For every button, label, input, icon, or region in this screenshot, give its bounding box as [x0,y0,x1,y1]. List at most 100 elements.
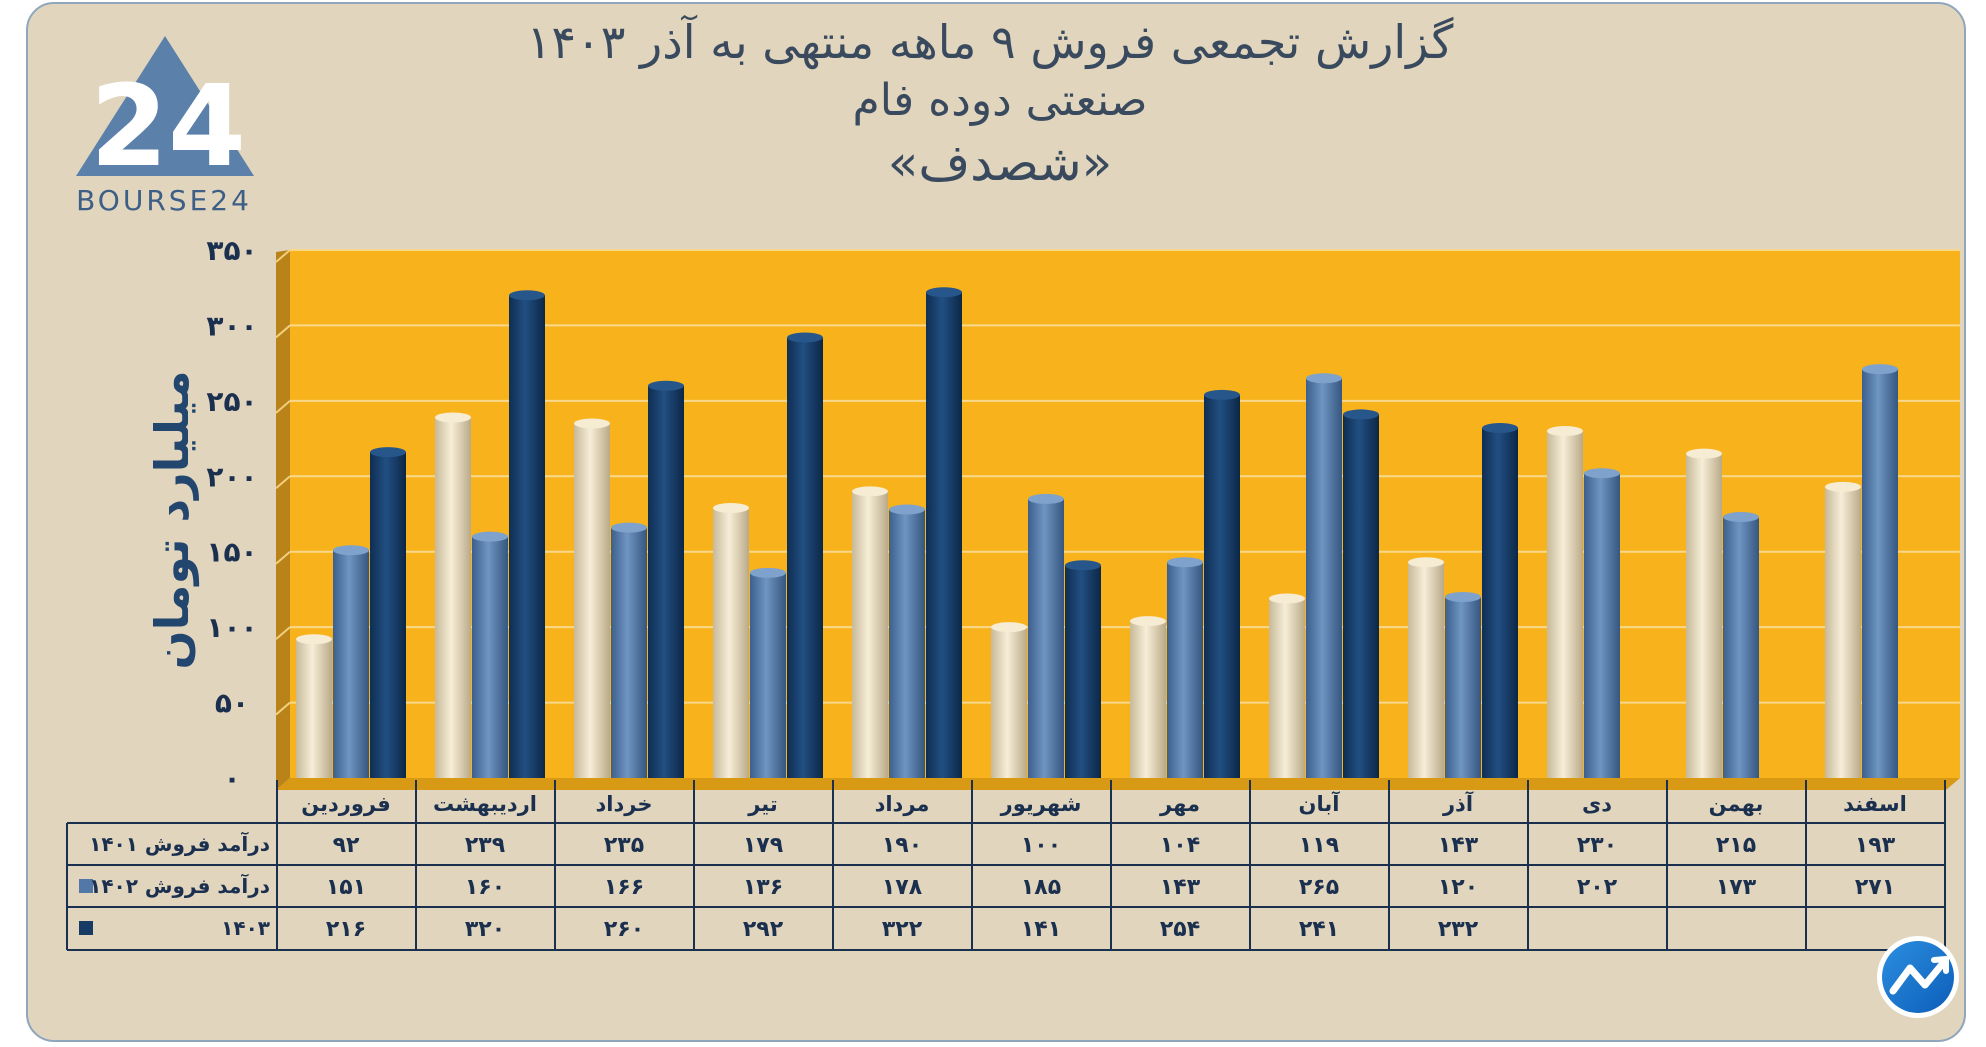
x-tick-label: خرداد [596,792,653,816]
bar-cap [1065,560,1101,571]
data-label: ۱۴۱ [1021,917,1061,942]
y-tick-label: ۳۵۰ [206,234,257,267]
bar-cap [1269,593,1305,604]
bar-cap [611,522,647,533]
bar [1482,423,1518,778]
bar-body [435,417,471,778]
chart-title: گزارش تجمعی فروش ۹ ماهه منتهی به آذر ۱۴۰… [527,15,1454,70]
x-tick-label: تیر [747,792,778,816]
bar [926,287,962,778]
bar [713,502,749,778]
bar-body [472,536,508,778]
x-tick-label: شهریور [1000,792,1082,816]
bar-body [1269,598,1305,778]
bar-cap [713,502,749,513]
bar-body [787,337,823,778]
bar-cap [1306,373,1342,384]
legend-label: درآمد فروش ۱۴۰۲ [89,873,270,898]
bar [1584,468,1620,778]
bar [750,567,786,778]
y-tick-label: ۰ [223,762,240,795]
bar-cap [296,634,332,645]
bar-body [1408,562,1444,778]
data-label: ۱۰۴ [1160,833,1200,858]
bar-body [1167,562,1203,778]
bar-body [926,292,962,778]
bar-body [648,385,684,778]
bar [1686,448,1722,778]
bar-cap [787,332,823,343]
bar [1547,426,1583,778]
data-label: ۱۶۰ [465,875,505,900]
data-label: ۱۱۹ [1299,833,1339,858]
legend-swatch [79,879,93,893]
gridline-side [275,249,291,263]
bar-cap [648,380,684,391]
bar [611,522,647,778]
gridline-side [275,550,291,565]
bar-cap [333,545,369,556]
bourse24-logo: 24 BOURSE24 [76,36,254,217]
data-label: ۱۴۳ [1438,833,1479,858]
bar-cap [750,567,786,578]
bar-body [296,639,332,778]
bar-body [1306,378,1342,778]
bar [296,634,332,778]
data-label: ۱۵۱ [326,875,366,900]
data-label: ۱۷۸ [882,875,923,900]
bar-body [1482,428,1518,778]
bar-cap [1547,426,1583,437]
data-label: ۲۶۵ [1299,875,1339,900]
data-label: ۱۲۰ [1438,875,1478,900]
bar-cap [509,290,545,301]
bar-cap [1028,493,1064,504]
bar-cap [991,622,1027,633]
bar-cap [1723,512,1759,523]
bar-cap [1584,468,1620,479]
x-tick-label: اردیبهشت [433,792,537,816]
bar-body [852,491,888,778]
y-tick-label: ۲۵۰ [206,385,257,418]
data-label: ۲۳۰ [1577,833,1617,858]
bar [370,447,406,778]
bar-cap [1482,423,1518,434]
bar [574,418,610,778]
data-label: ۱۹۳ [1855,833,1896,858]
data-label: ۱۳۶ [743,875,783,900]
bar [509,290,545,778]
bar-body [991,627,1027,778]
bar [1269,593,1305,778]
bar [1065,560,1101,778]
bar [1825,481,1861,778]
bar-cap [435,412,471,423]
gridline-side [275,324,291,339]
bar-cap [1825,481,1861,492]
bar-cap [852,486,888,497]
data-label: ۱۷۹ [743,833,783,858]
data-label: ۱۴۳ [1160,875,1201,900]
bar-body [611,527,647,778]
bar-body [1584,473,1620,778]
logo-text: BOURSE24 [76,184,252,217]
bar-cap [1167,557,1203,568]
bars [296,287,1898,778]
y-tick-label: ۱۵۰ [206,536,257,569]
plot-floor [276,778,1960,790]
x-tick-label: مرداد [875,792,930,816]
data-label: ۱۷۳ [1716,875,1757,900]
data-label: ۱۸۵ [1021,875,1061,900]
gridline-side [275,701,291,716]
bar-body [1065,565,1101,778]
bar [1306,373,1342,778]
bar [1408,557,1444,778]
data-label: ۲۱۵ [1716,833,1756,858]
bar-body [1028,498,1064,778]
gridline-side [275,400,291,414]
x-tick-label: مهر [1159,792,1200,816]
bar-body [1862,369,1898,778]
bar [852,486,888,778]
bar-cap [1408,557,1444,568]
data-table: فروردین اردیبهشت خرداد تیر مرداد شهریور مهر آبا… [66,780,1946,951]
data-label: ۲۶۰ [604,917,644,942]
